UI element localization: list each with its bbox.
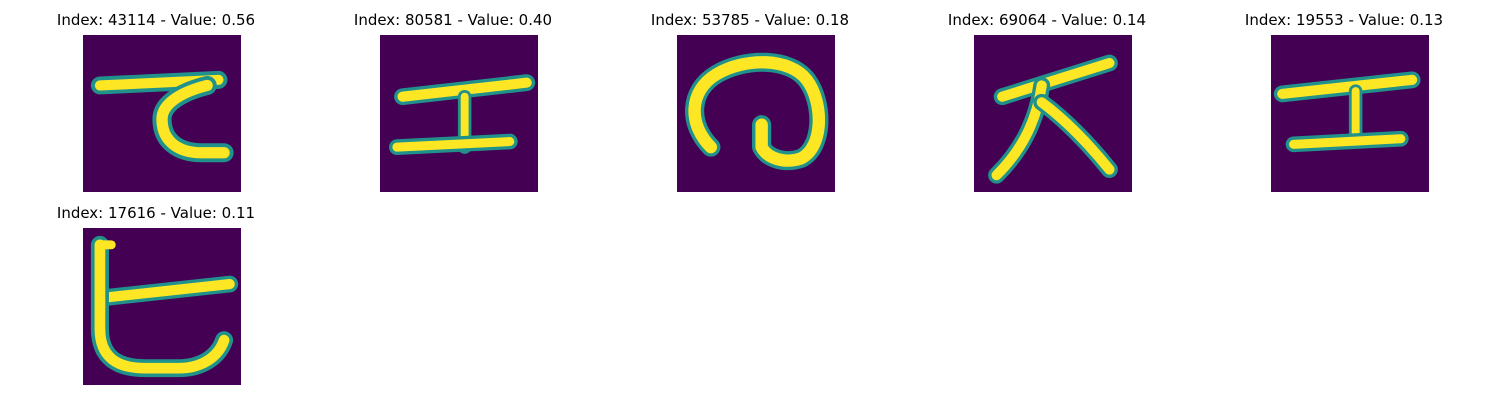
character-image	[1271, 35, 1429, 192]
panel-6: Index: 17616 - Value: 0.11	[6, 193, 306, 385]
panel-5: Index: 19553 - Value: 0.13	[1194, 0, 1494, 192]
panel-title: Index: 43114 - Value: 0.56	[56, 11, 256, 29]
glyph-kanji-dai	[974, 35, 1132, 192]
panel-title: Index: 17616 - Value: 0.11	[56, 204, 256, 222]
character-image	[974, 35, 1132, 192]
character-image	[677, 35, 835, 192]
glyph-kana-no	[677, 35, 835, 192]
panel-3: Index: 53785 - Value: 0.18	[600, 0, 900, 192]
glyph-kana-e	[1271, 35, 1429, 192]
character-image	[83, 35, 241, 192]
character-image	[380, 35, 538, 192]
panel-title: Index: 80581 - Value: 0.40	[353, 11, 553, 29]
panel-title: Index: 19553 - Value: 0.13	[1244, 11, 1444, 29]
glyph-kana-se	[83, 228, 241, 385]
panel-1: Index: 43114 - Value: 0.56	[6, 0, 306, 192]
glyph-kana-e	[380, 35, 538, 192]
panel-4: Index: 69064 - Value: 0.14	[897, 0, 1197, 192]
glyph-kana-te	[83, 35, 241, 192]
character-image	[83, 228, 241, 385]
panel-title: Index: 53785 - Value: 0.18	[650, 11, 850, 29]
panel-2: Index: 80581 - Value: 0.40	[303, 0, 603, 192]
panel-title: Index: 69064 - Value: 0.14	[947, 11, 1147, 29]
